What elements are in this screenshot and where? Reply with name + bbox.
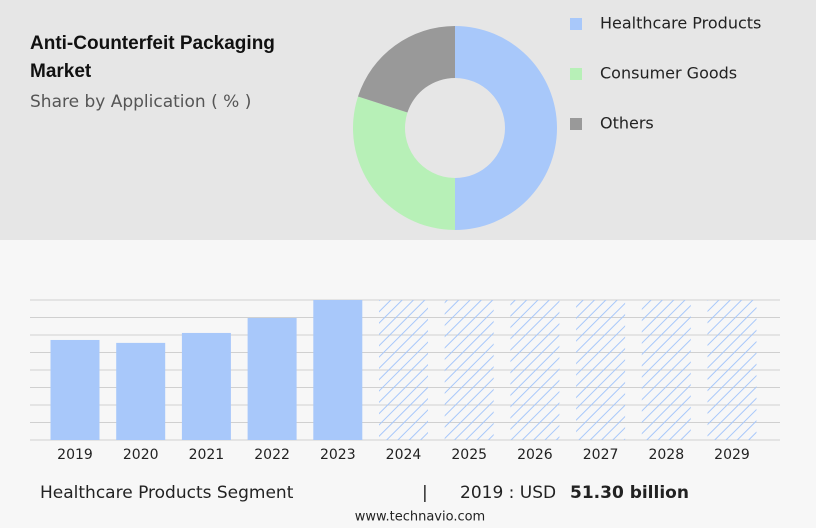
x-tick-label: 2026 <box>517 447 553 463</box>
x-tick-label: 2020 <box>123 447 159 463</box>
legend-label: Others <box>600 114 654 133</box>
legend-swatch <box>570 118 582 130</box>
forecast-placeholder <box>576 300 626 440</box>
title: Anti-Counterfeit Packaging Market <box>30 33 275 82</box>
footer-segment: Healthcare Products Segment <box>40 483 294 503</box>
legend-label: Healthcare Products <box>600 14 761 33</box>
forecast-placeholder <box>444 300 494 440</box>
forecast-placeholder <box>510 300 560 440</box>
bar <box>313 300 363 440</box>
bar <box>247 317 297 440</box>
legend-swatch <box>570 18 582 30</box>
bar <box>50 339 100 440</box>
x-tick-label: 2028 <box>648 447 684 463</box>
legend-swatch <box>570 68 582 80</box>
forecast-placeholder <box>641 300 691 440</box>
donut-slice <box>357 26 455 113</box>
x-tick-label: 2025 <box>451 447 487 463</box>
footer-value: 51.30 billion <box>570 483 689 503</box>
bar <box>116 342 166 440</box>
donut-slice <box>353 96 455 230</box>
forecast-placeholder <box>379 300 428 440</box>
footer-separator: | <box>422 483 428 503</box>
x-tick-label: 2022 <box>254 447 290 463</box>
subtitle: Share by Application ( % ) <box>30 92 252 112</box>
x-tick-label: 2027 <box>583 447 619 463</box>
footer-year: 2019 : USD <box>460 483 556 503</box>
x-tick-label: 2023 <box>320 447 356 463</box>
x-tick-label: 2024 <box>386 447 422 463</box>
donut-slice <box>455 26 557 230</box>
bar <box>181 332 231 440</box>
x-tick-label: 2021 <box>189 447 225 463</box>
source: www.technavio.com <box>355 510 485 525</box>
x-tick-label: 2029 <box>714 447 750 463</box>
legend-label: Consumer Goods <box>600 64 737 83</box>
forecast-placeholder <box>707 300 757 440</box>
x-tick-label: 2019 <box>57 447 93 463</box>
